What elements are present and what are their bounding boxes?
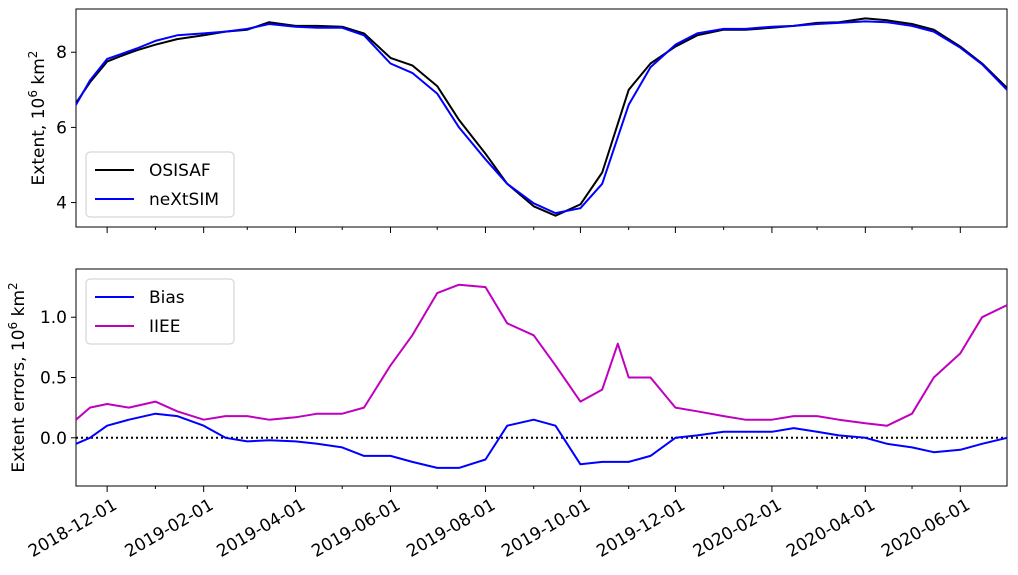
plot-frame (75, 8, 1008, 228)
x-tick-label: 2020-04-01 (783, 495, 879, 562)
y-tick-label: 6 (56, 118, 67, 138)
series-line-bias (76, 412, 1007, 469)
extent-errors-panel: 0.0 0.5 1.0 Extent errors, 106 km2 Bias IIEE (6, 268, 1008, 492)
series-line-nextsim (76, 20, 1007, 215)
y-tick-label: 0.0 (40, 429, 67, 449)
y-tick-label: 4 (56, 194, 67, 214)
x-tick-label: 2018-12-01 (25, 495, 121, 562)
legend-box (85, 278, 235, 345)
legend-label: Bias (149, 288, 185, 308)
extent-panel: 4 6 8 Extent, 106 km2 OSISAF neXtSIM (26, 8, 1008, 233)
series-line-osisaf (76, 17, 1007, 217)
series-line-iiee (76, 283, 1007, 427)
x-tick-label: 2019-10-01 (498, 495, 594, 562)
y-tick-label: 0.5 (40, 369, 67, 389)
x-tick-label: 2019-12-01 (593, 495, 689, 562)
y-axis-label: Extent, 106 km2 (26, 51, 49, 186)
x-tick-label: 2019-08-01 (403, 495, 499, 562)
x-tick-label: 2019-02-01 (122, 495, 218, 562)
y-tick-label: 1.0 (40, 308, 67, 328)
legend-label: neXtSIM (149, 190, 219, 210)
x-tick-label: 2020-02-01 (690, 495, 786, 562)
legend-box (85, 151, 235, 218)
x-tick-label: 2020-06-01 (878, 495, 974, 562)
legend-label: OSISAF (149, 161, 211, 181)
y-axis-label: Extent errors, 106 km2 (6, 282, 29, 472)
x-tick-label: 2019-06-01 (308, 495, 404, 562)
x-tick-label: 2019-04-01 (213, 495, 309, 562)
y-tick-label: 8 (56, 43, 67, 63)
legend-label: IIEE (149, 317, 181, 337)
